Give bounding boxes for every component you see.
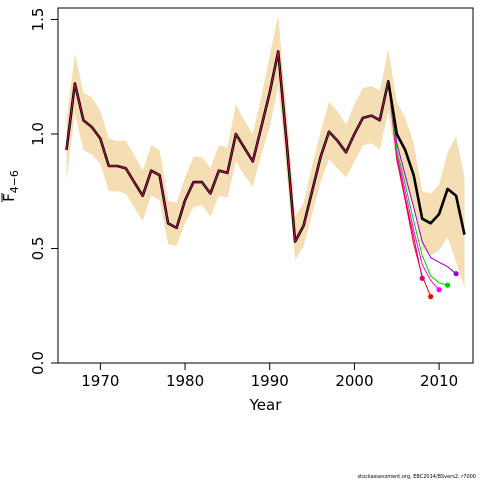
y-axis: 0.0 0.5 1.0 1.5 — [29, 8, 58, 375]
retro-end-point-4 — [445, 282, 451, 288]
x-axis: 1970 1980 1990 2000 2010 — [81, 363, 458, 390]
retro-line-3 — [387, 81, 440, 291]
x-tick-label-1980: 1980 — [166, 372, 204, 390]
retro-end-point-3 — [436, 287, 442, 293]
y-tick-label-1: 0.5 — [29, 237, 47, 261]
y-axis-title-subscript: 4−6 — [8, 170, 21, 193]
main-line-layer — [65, 50, 466, 244]
main-line-overlay — [66, 51, 389, 244]
retro-line-4 — [387, 81, 448, 286]
x-tick-label-2000: 2000 — [335, 372, 373, 390]
confidence-band-layer — [66, 14, 465, 288]
retro-line-5 — [387, 81, 457, 275]
plot-frame — [57, 7, 474, 364]
y-axis-title: F4−6 — [0, 170, 21, 202]
retro-end-point-5 — [453, 271, 459, 277]
x-tick-label-1990: 1990 — [251, 372, 289, 390]
footer-note: stockassessment.org, EBC2014/BSvers2, r7… — [357, 474, 476, 480]
y-axis-title-main: F — [0, 193, 18, 202]
svg-text:F4−6: F4−6 — [0, 170, 21, 202]
x-axis-title: Year — [249, 396, 283, 414]
y-tick-label-2: 1.0 — [29, 122, 47, 146]
confidence-band — [66, 14, 465, 288]
x-tick-label-2010: 2010 — [420, 372, 458, 390]
y-tick-label-3: 1.5 — [29, 8, 47, 32]
x-tick-label-1970: 1970 — [81, 372, 119, 390]
retro-end-point-2 — [419, 275, 425, 281]
retro-end-point-1 — [428, 294, 434, 300]
y-tick-label-0: 0.0 — [29, 351, 47, 375]
retrospective-lines-layer — [387, 81, 459, 300]
